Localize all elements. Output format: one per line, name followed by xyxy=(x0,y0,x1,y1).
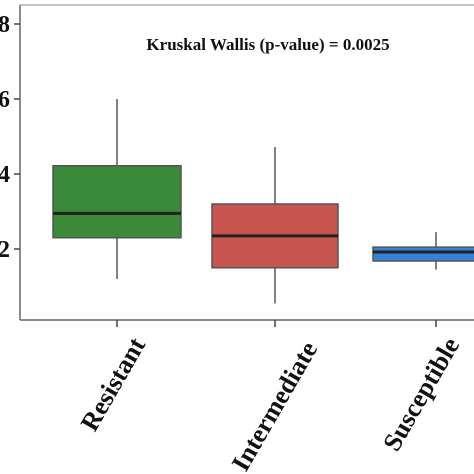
x-category-label-intermediate: Intermediate xyxy=(226,337,323,474)
box-resistant xyxy=(52,99,182,279)
x-category-label-resistant: Resistant xyxy=(75,332,152,436)
y-tick-label-2: 2 xyxy=(0,237,10,263)
x-category-label-susceptible: Susceptible xyxy=(377,333,465,456)
y-tick-label-4: 4 xyxy=(0,162,10,188)
box-susceptible xyxy=(372,232,474,270)
iqr-box-resistant xyxy=(52,165,182,239)
y-tick-label-6: 6 xyxy=(0,87,10,113)
kruskal-wallis-annotation: Kruskal Wallis (p-value) = 0.0025 xyxy=(146,35,389,54)
y-tick-label-8: 8 xyxy=(0,12,10,38)
box-intermediate xyxy=(211,147,339,304)
iqr-box-susceptible xyxy=(372,246,474,262)
